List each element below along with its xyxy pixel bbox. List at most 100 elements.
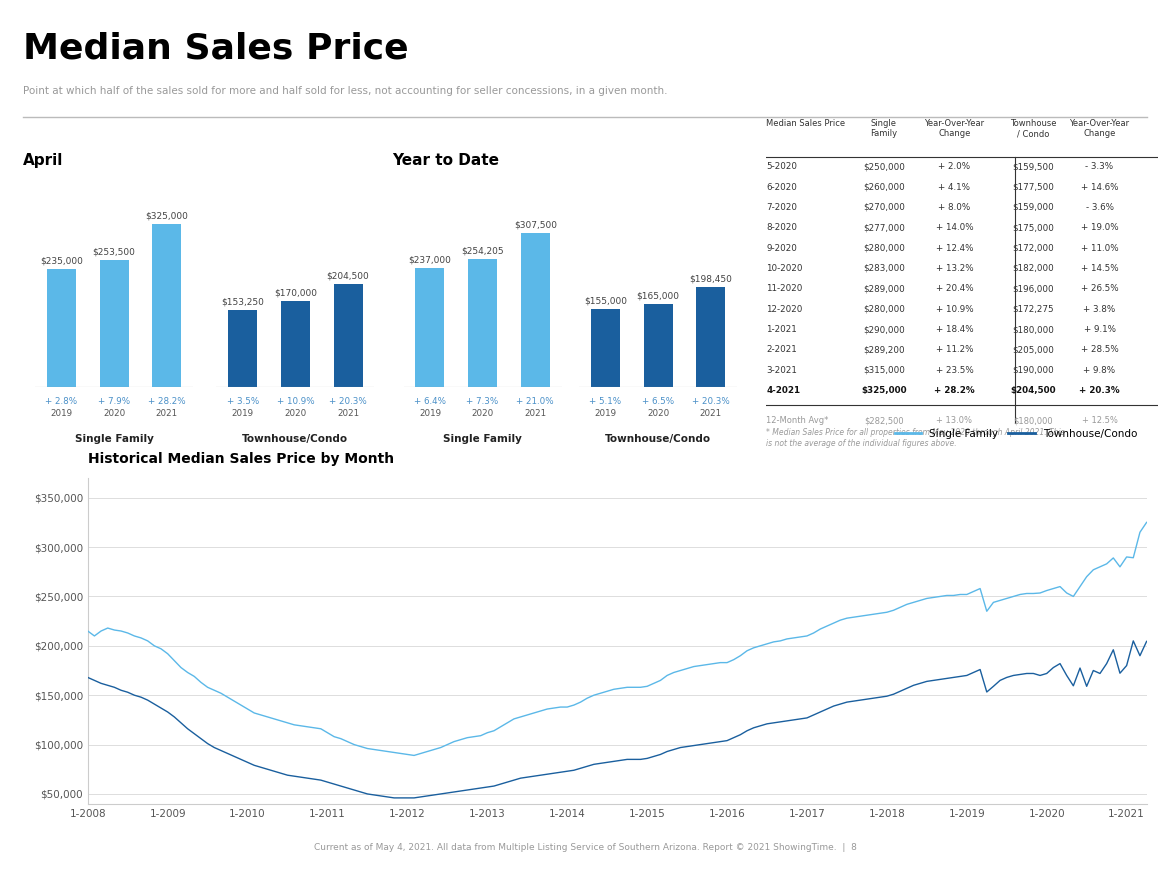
Text: + 4.1%: + 4.1% (938, 182, 970, 191)
Text: 9-2020: 9-2020 (766, 243, 797, 253)
Text: $289,000: $289,000 (863, 284, 904, 294)
Text: 2020: 2020 (284, 409, 307, 418)
Text: + 21.0%: + 21.0% (516, 397, 555, 407)
Text: + 20.3%: + 20.3% (1079, 386, 1120, 395)
Text: + 12.4%: + 12.4% (936, 243, 973, 253)
Text: $282,500: $282,500 (865, 416, 903, 425)
Text: $180,000: $180,000 (1013, 416, 1053, 425)
Text: + 6.5%: + 6.5% (642, 397, 674, 407)
Text: + 14.6%: + 14.6% (1081, 182, 1119, 191)
Text: $175,000: $175,000 (1012, 223, 1054, 232)
Text: 2021: 2021 (337, 409, 359, 418)
Text: + 12.5%: + 12.5% (1081, 416, 1117, 425)
Text: 7-2020: 7-2020 (766, 202, 797, 212)
Text: Year-Over-Year
Change: Year-Over-Year Change (1069, 119, 1129, 138)
Text: + 10.9%: + 10.9% (936, 305, 973, 314)
Text: $159,500: $159,500 (1012, 163, 1054, 171)
Text: + 14.0%: + 14.0% (936, 223, 973, 232)
Text: 4-2021: 4-2021 (766, 386, 800, 395)
Text: + 6.4%: + 6.4% (414, 397, 446, 407)
Text: $182,000: $182,000 (1012, 264, 1054, 273)
Bar (644, 304, 673, 387)
Bar (333, 284, 363, 387)
Text: $235,000: $235,000 (40, 256, 83, 265)
Text: 12-2020: 12-2020 (766, 305, 803, 314)
Text: $159,000: $159,000 (1012, 202, 1054, 212)
Text: - 3.3%: - 3.3% (1086, 163, 1114, 171)
Text: Single Family: Single Family (75, 434, 153, 444)
Text: $155,000: $155,000 (584, 296, 627, 306)
Bar (415, 268, 445, 387)
Text: $190,000: $190,000 (1012, 366, 1054, 375)
Text: Single Family: Single Family (443, 434, 522, 444)
Text: + 3.5%: + 3.5% (227, 397, 259, 407)
Text: $280,000: $280,000 (863, 305, 904, 314)
Text: + 18.4%: + 18.4% (936, 325, 973, 334)
Text: $325,000: $325,000 (861, 386, 907, 395)
Text: 2019: 2019 (50, 409, 73, 418)
Text: $325,000: $325,000 (145, 211, 188, 220)
Text: 5-2020: 5-2020 (766, 163, 797, 171)
Text: + 11.0%: + 11.0% (1081, 243, 1119, 253)
Text: + 2.8%: + 2.8% (46, 397, 77, 407)
Text: $172,275: $172,275 (1012, 305, 1054, 314)
Text: 2021: 2021 (156, 409, 178, 418)
Text: + 28.2%: + 28.2% (934, 386, 975, 395)
Text: + 23.5%: + 23.5% (936, 366, 973, 375)
Text: * Median Sales Price for all properties from May 2020 through April 2021. This
i: * Median Sales Price for all properties … (766, 428, 1065, 448)
Text: + 28.5%: + 28.5% (1081, 346, 1119, 355)
Legend: Single Family, Townhouse/Condo: Single Family, Townhouse/Condo (890, 424, 1142, 443)
Text: $165,000: $165,000 (636, 291, 680, 301)
Text: + 7.9%: + 7.9% (98, 397, 130, 407)
Text: + 14.5%: + 14.5% (1081, 264, 1119, 273)
Text: $198,450: $198,450 (689, 275, 732, 283)
Bar (591, 309, 620, 387)
Text: $205,000: $205,000 (1012, 346, 1054, 355)
Text: $253,500: $253,500 (92, 247, 136, 256)
Text: $177,500: $177,500 (1012, 182, 1054, 191)
Text: Current as of May 4, 2021. All data from Multiple Listing Service of Southern Ar: Current as of May 4, 2021. All data from… (314, 843, 856, 852)
Text: + 20.3%: + 20.3% (691, 397, 730, 407)
Bar (99, 260, 129, 387)
Text: $277,000: $277,000 (863, 223, 904, 232)
Text: $250,000: $250,000 (863, 163, 904, 171)
Text: + 9.8%: + 9.8% (1083, 366, 1115, 375)
Bar (152, 223, 181, 387)
Text: + 9.1%: + 9.1% (1083, 325, 1115, 334)
Text: $290,000: $290,000 (863, 325, 904, 334)
Text: 10-2020: 10-2020 (766, 264, 803, 273)
Text: 11-2020: 11-2020 (766, 284, 803, 294)
Text: Year to Date: Year to Date (392, 153, 498, 169)
Text: + 8.0%: + 8.0% (938, 202, 971, 212)
Text: Median Sales Price: Median Sales Price (23, 31, 409, 66)
Text: $237,000: $237,000 (408, 255, 452, 264)
Text: + 3.8%: + 3.8% (1083, 305, 1116, 314)
Bar (47, 269, 76, 387)
Text: Year-Over-Year
Change: Year-Over-Year Change (924, 119, 984, 138)
Text: Historical Median Sales Price by Month: Historical Median Sales Price by Month (88, 452, 394, 466)
Text: + 26.5%: + 26.5% (1081, 284, 1119, 294)
Text: $315,000: $315,000 (863, 366, 904, 375)
Text: 8-2020: 8-2020 (766, 223, 797, 232)
Bar (696, 288, 725, 387)
Text: 6-2020: 6-2020 (766, 182, 797, 191)
Text: + 20.4%: + 20.4% (936, 284, 973, 294)
Text: $260,000: $260,000 (863, 182, 904, 191)
Text: $204,500: $204,500 (326, 272, 370, 281)
Text: + 13.0%: + 13.0% (936, 416, 972, 425)
Text: $254,205: $254,205 (461, 247, 504, 255)
Bar (521, 233, 550, 387)
Text: + 11.2%: + 11.2% (936, 346, 973, 355)
Text: Townhouse
/ Condo: Townhouse / Condo (1010, 119, 1057, 138)
Text: 2019: 2019 (232, 409, 254, 418)
Text: Point at which half of the sales sold for more and half sold for less, not accou: Point at which half of the sales sold fo… (23, 86, 668, 96)
Text: Median Sales Price: Median Sales Price (766, 119, 846, 128)
Text: 2019: 2019 (419, 409, 441, 418)
Text: Townhouse/Condo: Townhouse/Condo (242, 434, 349, 444)
Text: 2020: 2020 (647, 409, 669, 418)
Text: $153,250: $153,250 (221, 297, 264, 307)
Text: Single
Family: Single Family (870, 119, 897, 138)
Text: Townhouse/Condo: Townhouse/Condo (605, 434, 711, 444)
Text: + 19.0%: + 19.0% (1081, 223, 1119, 232)
Text: - 3.6%: - 3.6% (1086, 202, 1114, 212)
